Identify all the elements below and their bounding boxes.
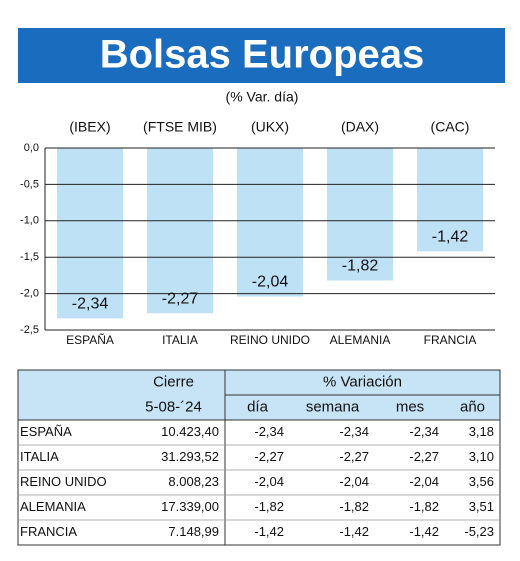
title-banner bbox=[18, 28, 505, 83]
table-header: Cierre bbox=[153, 373, 194, 390]
table-header: % Variación bbox=[323, 373, 402, 390]
table-cell: 17.339,00 bbox=[161, 499, 219, 514]
y-tick-label: 0,0 bbox=[24, 142, 39, 154]
table-cell: 31.293,52 bbox=[161, 449, 219, 464]
chart-subtitle: (% Var. día) bbox=[226, 89, 299, 105]
x-tick-label: FRANCIA bbox=[424, 333, 477, 347]
index-label: (FTSE MIB) bbox=[143, 119, 217, 135]
table-cell: -5,23 bbox=[464, 524, 494, 539]
row-label: ESPAÑA bbox=[20, 424, 72, 439]
table-cell: -1,42 bbox=[339, 524, 369, 539]
bar bbox=[147, 148, 213, 314]
table-cell: -2,04 bbox=[339, 474, 369, 489]
value-label: -2,34 bbox=[72, 296, 109, 313]
table-cell: 3,51 bbox=[469, 499, 494, 514]
table-cell: -1,42 bbox=[409, 524, 439, 539]
table-subheader: mes bbox=[396, 398, 424, 415]
table-cell: -2,27 bbox=[339, 449, 369, 464]
table-cell: -1,82 bbox=[339, 499, 369, 514]
index-label: (CAC) bbox=[431, 119, 470, 135]
index-label: (UKX) bbox=[251, 119, 289, 135]
value-label: -2,04 bbox=[252, 274, 289, 291]
table-cell: -2,34 bbox=[339, 424, 369, 439]
table-cell: -2,04 bbox=[254, 474, 284, 489]
x-tick-label: ITALIA bbox=[162, 333, 198, 347]
table-cell: -1,42 bbox=[254, 524, 284, 539]
x-tick-label: ESPAÑA bbox=[66, 333, 114, 347]
x-tick-label: ALEMANIA bbox=[330, 333, 391, 347]
x-tick-label: REINO UNIDO bbox=[230, 333, 310, 347]
y-tick-label: -2,5 bbox=[20, 324, 39, 336]
value-label: -1,42 bbox=[432, 229, 469, 246]
table-cell: -1,82 bbox=[254, 499, 284, 514]
table-subheader: 5-08-´24 bbox=[145, 398, 202, 415]
table-cell: 10.423,40 bbox=[161, 424, 219, 439]
table-cell: 7.148,99 bbox=[168, 524, 219, 539]
y-tick-label: -2,0 bbox=[20, 288, 39, 300]
table-cell: -2,04 bbox=[409, 474, 439, 489]
index-label: (DAX) bbox=[341, 119, 379, 135]
table-subheader: semana bbox=[306, 398, 360, 415]
value-label: -2,27 bbox=[162, 290, 199, 307]
table-cell: -2,34 bbox=[409, 424, 439, 439]
table-subheader: día bbox=[247, 398, 269, 415]
table-border bbox=[17, 369, 501, 546]
value-label: -1,82 bbox=[342, 258, 379, 275]
row-label: REINO UNIDO bbox=[20, 474, 107, 489]
row-label: ALEMANIA bbox=[20, 499, 86, 514]
y-tick-label: -1,5 bbox=[20, 251, 39, 263]
table-subheader: año bbox=[460, 398, 485, 415]
table-cell: 3,18 bbox=[469, 424, 494, 439]
table-cell: -1,82 bbox=[409, 499, 439, 514]
index-label: (IBEX) bbox=[69, 119, 110, 135]
table-cell: -2,27 bbox=[409, 449, 439, 464]
row-label: FRANCIA bbox=[20, 524, 77, 539]
table-cell: 3,10 bbox=[469, 449, 494, 464]
chart-title: Bolsas Europeas bbox=[100, 33, 425, 77]
table-cell: -2,34 bbox=[254, 424, 284, 439]
bar bbox=[327, 148, 393, 281]
row-label: ITALIA bbox=[20, 449, 59, 464]
bar bbox=[237, 148, 303, 297]
table-cell: -2,27 bbox=[254, 449, 284, 464]
table-cell: 8.008,23 bbox=[168, 474, 219, 489]
bar bbox=[57, 148, 123, 319]
bar bbox=[417, 148, 483, 252]
y-tick-label: -1,0 bbox=[20, 215, 39, 227]
table-cell: 3,56 bbox=[469, 474, 494, 489]
y-tick-label: -0,5 bbox=[20, 178, 39, 190]
